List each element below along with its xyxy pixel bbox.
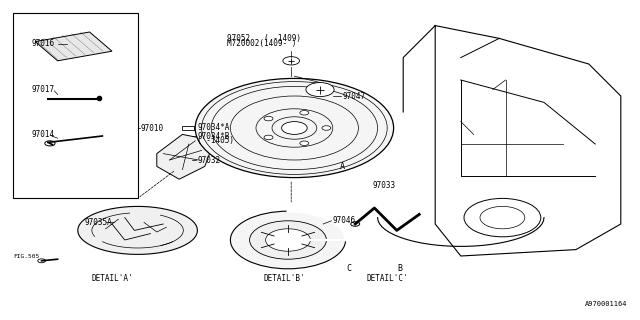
Text: 97035A: 97035A [84, 218, 112, 227]
Text: 97046: 97046 [333, 216, 356, 225]
Circle shape [300, 141, 308, 146]
Circle shape [45, 141, 55, 146]
Circle shape [351, 222, 360, 226]
Circle shape [264, 116, 273, 121]
Text: DETAIL'B': DETAIL'B' [264, 274, 306, 283]
Text: DETAIL'C': DETAIL'C' [366, 274, 408, 283]
Circle shape [250, 221, 326, 259]
Text: 97010: 97010 [141, 124, 164, 132]
Text: M720002(1409- ): M720002(1409- ) [227, 39, 296, 48]
Circle shape [282, 122, 307, 134]
Text: 97014: 97014 [32, 130, 55, 139]
Text: 97047: 97047 [342, 92, 365, 100]
Text: 97034*B: 97034*B [197, 132, 230, 140]
Polygon shape [35, 32, 112, 61]
Text: 97034*A: 97034*A [197, 123, 230, 132]
Text: ( -1405): ( -1405) [197, 136, 234, 145]
Text: 97032: 97032 [197, 156, 220, 164]
Text: B: B [397, 264, 403, 273]
Text: 97017: 97017 [32, 85, 55, 94]
Bar [182, 126, 194, 130]
Text: 97052   ( -1409): 97052 ( -1409) [227, 34, 301, 43]
Circle shape [300, 110, 308, 115]
Circle shape [266, 229, 310, 251]
Polygon shape [157, 134, 214, 179]
Text: FIG.505: FIG.505 [13, 253, 39, 259]
Text: DETAIL'A': DETAIL'A' [91, 274, 133, 283]
Circle shape [306, 83, 334, 97]
Circle shape [38, 259, 45, 263]
Circle shape [464, 198, 541, 237]
Circle shape [264, 135, 273, 140]
Circle shape [230, 211, 346, 269]
Bar [13, 13, 138, 198]
Circle shape [283, 57, 300, 65]
Text: C: C [346, 264, 351, 273]
Text: A970001164: A970001164 [585, 301, 627, 307]
Circle shape [480, 206, 525, 229]
Circle shape [195, 78, 394, 178]
Polygon shape [78, 206, 197, 254]
Text: 97033: 97033 [372, 181, 396, 190]
Text: A: A [340, 162, 345, 171]
Circle shape [322, 126, 331, 130]
Text: 97016: 97016 [32, 39, 55, 48]
